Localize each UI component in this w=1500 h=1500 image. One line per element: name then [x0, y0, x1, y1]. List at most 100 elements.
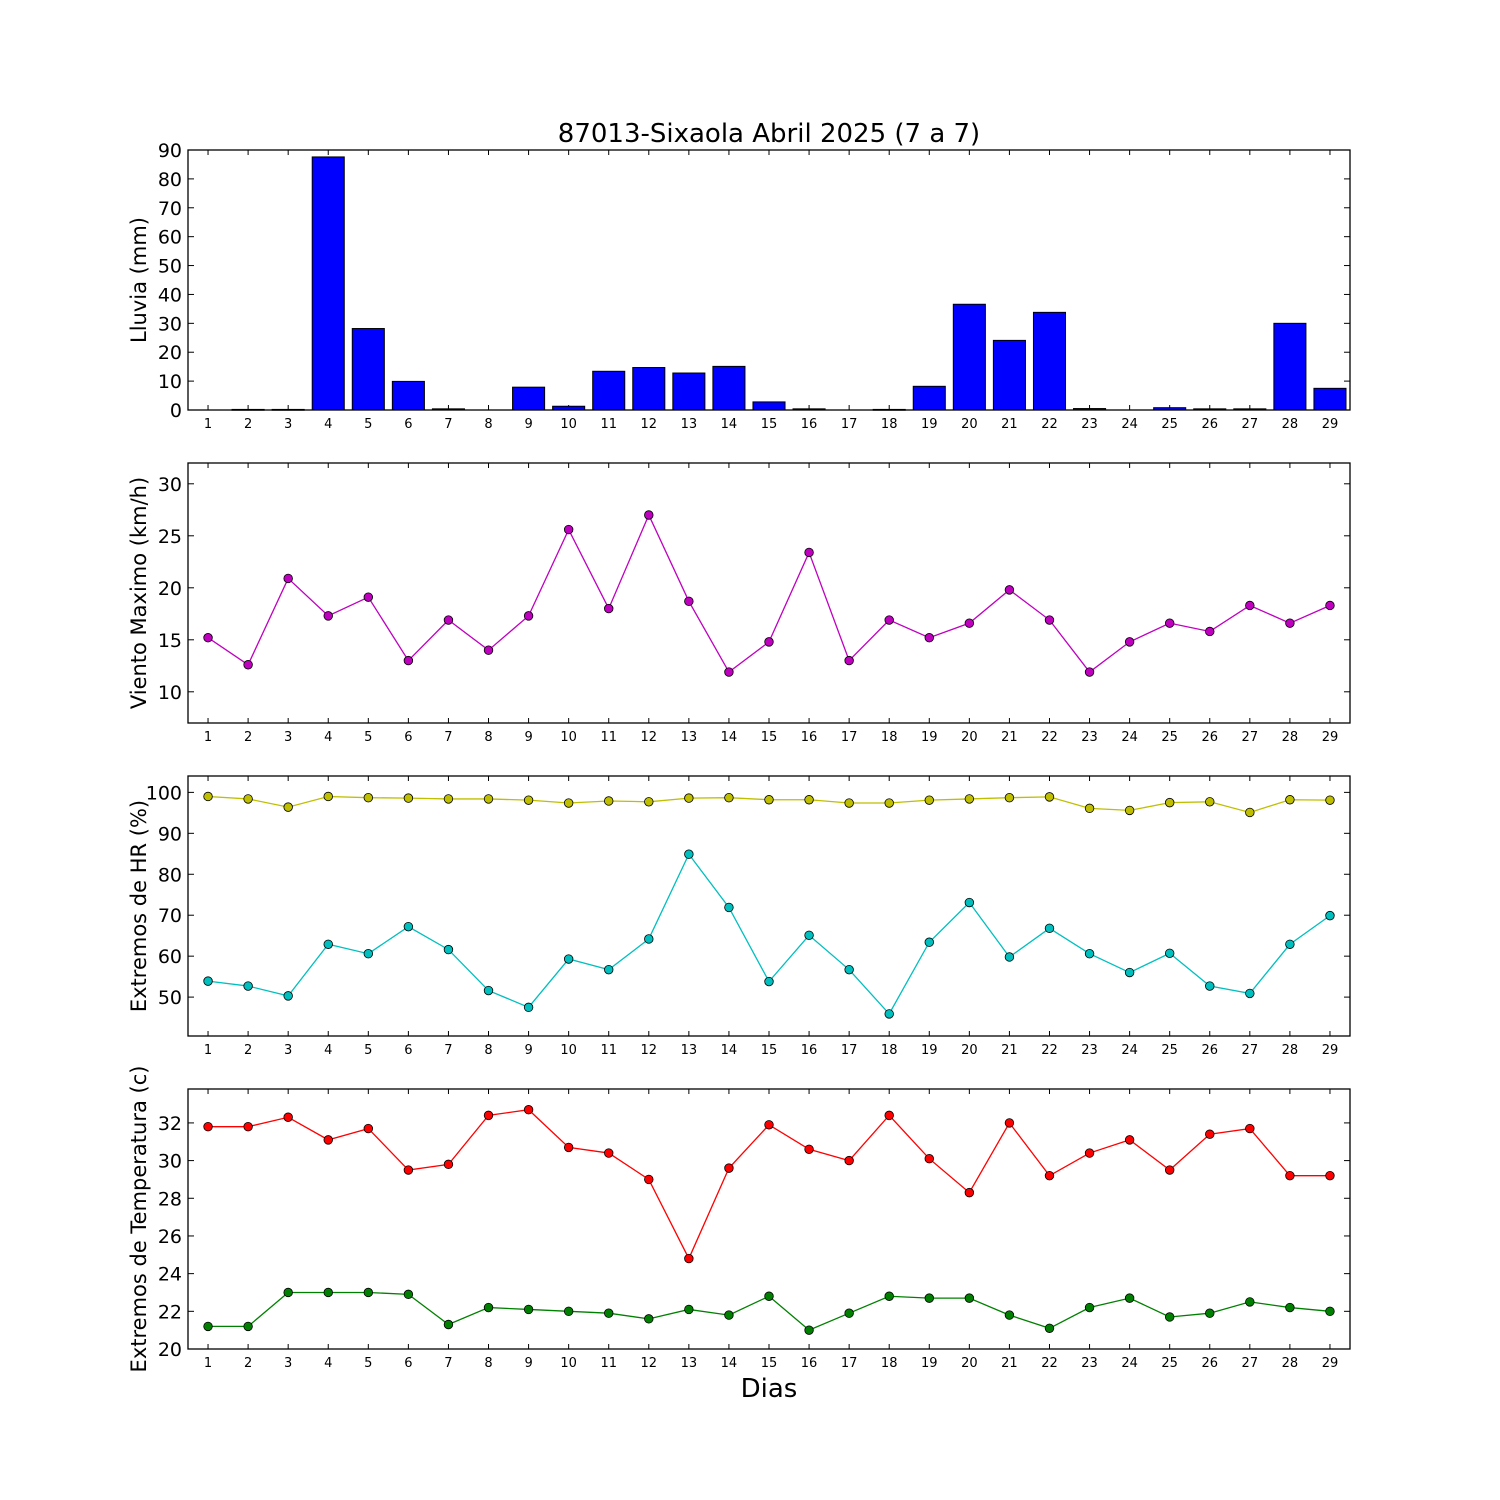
x-tick-label: 7 — [444, 730, 452, 745]
data-point — [363, 949, 374, 959]
data-point — [323, 1135, 333, 1145]
y-tick-label: 28 — [158, 1188, 182, 1210]
x-tick-label: 29 — [1322, 1356, 1339, 1371]
x-tick-label: 17 — [841, 417, 858, 432]
data-point — [1124, 1135, 1135, 1145]
data-point — [644, 510, 654, 520]
x-tick-label: 24 — [1121, 1356, 1138, 1371]
bar — [672, 372, 706, 411]
x-tick-label: 2 — [244, 417, 252, 432]
y-tick-label: 30 — [158, 474, 182, 496]
x-tick-label: 26 — [1201, 1356, 1218, 1371]
data-point — [804, 1325, 814, 1335]
x-tick-label: 20 — [961, 1043, 978, 1058]
x-tick-label: 16 — [801, 1356, 818, 1371]
data-point — [1245, 1123, 1255, 1134]
data-point — [684, 596, 694, 607]
data-point — [1205, 797, 1215, 807]
x-tick-label: 19 — [921, 730, 938, 745]
x-tick-label: 23 — [1081, 730, 1098, 745]
data-point — [563, 524, 574, 535]
data-point — [724, 902, 734, 913]
data-point — [604, 1308, 614, 1318]
data-point — [1044, 923, 1055, 934]
data-point — [644, 797, 654, 807]
x-tick-label: 11 — [600, 730, 617, 745]
data-point — [443, 794, 454, 804]
y-axis-label-max-wind: Viento Maximo (km/h) — [127, 477, 151, 709]
x-tick-label: 2 — [244, 1043, 252, 1058]
data-point — [1285, 618, 1295, 628]
y-tick-label: 90 — [158, 140, 182, 162]
x-tick-label: 18 — [881, 1356, 898, 1371]
data-point — [964, 618, 975, 628]
data-point — [684, 849, 694, 859]
series-line — [208, 1109, 1330, 1261]
x-tick-label: 18 — [881, 1043, 898, 1058]
data-point — [283, 991, 293, 1001]
x-tick-label: 10 — [560, 730, 577, 745]
data-point — [1245, 988, 1255, 999]
data-point — [363, 1287, 374, 1298]
data-point — [684, 793, 694, 803]
x-tick-label: 13 — [681, 1356, 698, 1371]
x-tick-label: 15 — [761, 417, 778, 432]
x-tick-label: 17 — [841, 1356, 858, 1371]
x-tick-label: 11 — [600, 1356, 617, 1371]
data-point — [1325, 1306, 1335, 1317]
x-tick-label: 1 — [204, 1356, 212, 1371]
data-point — [964, 897, 975, 908]
x-tick-label: 19 — [921, 417, 938, 432]
data-point — [483, 985, 494, 996]
x-tick-label: 15 — [761, 1043, 778, 1058]
x-tick-label: 5 — [364, 417, 372, 432]
x-axis-label: Dias — [741, 1374, 798, 1404]
data-point — [443, 1159, 454, 1170]
x-tick-label: 27 — [1242, 1356, 1259, 1371]
data-point — [1285, 1302, 1295, 1313]
x-tick-label: 20 — [961, 730, 978, 745]
x-tick-label: 22 — [1041, 1356, 1058, 1371]
y-tick-label: 32 — [158, 1113, 182, 1135]
data-point — [523, 1002, 534, 1013]
series-line — [207, 852, 1331, 1015]
y-tick-label: 20 — [158, 578, 182, 600]
data-point — [684, 1253, 694, 1264]
data-point — [363, 793, 374, 803]
data-point — [604, 603, 614, 614]
data-point — [764, 976, 774, 987]
x-tick-label: 25 — [1161, 1356, 1178, 1371]
x-tick-label: 3 — [284, 1356, 292, 1371]
x-tick-label: 8 — [484, 417, 492, 432]
x-tick-label: 28 — [1282, 1356, 1299, 1371]
x-tick-label: 3 — [284, 1043, 292, 1058]
x-tick-label: 21 — [1001, 1043, 1018, 1058]
x-tick-label: 20 — [961, 1356, 978, 1371]
data-point — [323, 611, 333, 621]
bar — [752, 401, 786, 411]
x-tick-label: 8 — [484, 1356, 492, 1371]
data-point — [563, 1306, 574, 1317]
x-tick-label: 13 — [681, 730, 698, 745]
data-point — [483, 794, 494, 804]
y-tick-label: 70 — [158, 905, 182, 927]
data-point — [443, 944, 454, 955]
x-tick-label: 6 — [404, 730, 412, 745]
x-tick-label: 24 — [1121, 417, 1138, 432]
x-tick-label: 18 — [881, 730, 898, 745]
data-point — [924, 633, 934, 643]
data-point — [523, 611, 534, 621]
data-point — [483, 645, 494, 655]
plot-frame — [187, 1088, 1351, 1350]
data-point — [884, 798, 894, 808]
x-tick-label: 4 — [324, 1356, 332, 1371]
x-tick-label: 1 — [204, 1043, 212, 1058]
data-point — [804, 930, 814, 940]
x-tick-label: 10 — [560, 417, 577, 432]
data-point — [764, 1120, 774, 1130]
data-point — [1164, 797, 1175, 808]
data-point — [443, 1319, 454, 1330]
